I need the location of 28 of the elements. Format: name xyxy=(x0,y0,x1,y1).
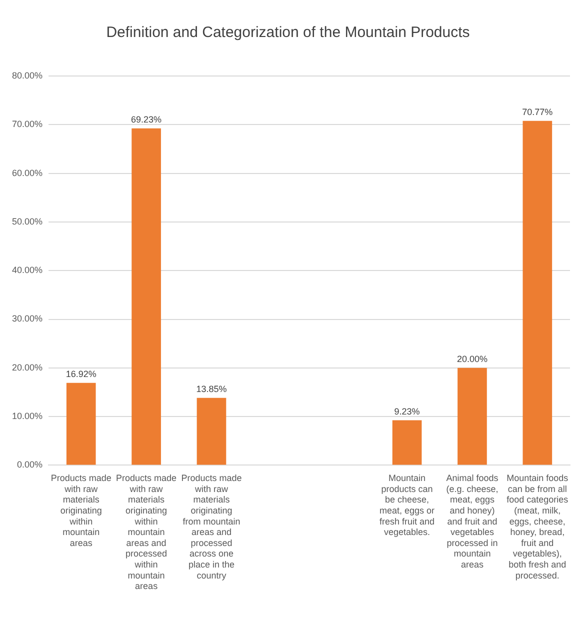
x-tick-label: Products made with raw materials originating within mountain areas xyxy=(50,473,112,548)
category-label: Products made with raw materials originating from mountain areas and processed across one place in the country xyxy=(181,473,242,580)
category-label: Animal foods (e.g. cheese, meat, eggs and honey) and fruit and vegetables processed in mountain areas xyxy=(446,473,498,570)
y-tick-label: 40.00% xyxy=(12,265,43,276)
data-label: 16.92% xyxy=(66,368,96,379)
category-label: Mountain foods can be from all food categories (meat, milk, eggs, cheese, honey, bread, fruit and vegetables), both fresh and processed. xyxy=(506,473,568,580)
y-tick-label: 0.00% xyxy=(16,460,43,470)
y-tick-label: 30.00% xyxy=(12,314,43,324)
data-label: 13.85% xyxy=(196,384,227,394)
bar xyxy=(132,128,161,465)
chart-title: Definition and Categorization of the Mountain Products xyxy=(106,24,470,42)
y-tick-label: 10.00% xyxy=(12,411,43,422)
y-tick-label: 80.00% xyxy=(12,70,43,80)
data-label: 70.77% xyxy=(522,106,553,117)
data-label: 69.23% xyxy=(131,114,162,124)
bar xyxy=(458,368,487,465)
bar xyxy=(66,382,96,465)
y-tick-label: 20.00% xyxy=(12,362,43,372)
bar xyxy=(196,398,226,465)
y-tick-label: 50.00% xyxy=(12,216,43,226)
category-label: Products made with raw materials originating within mountain areas and processed within mountain areas xyxy=(116,473,177,592)
data-label: 9.23% xyxy=(394,406,420,416)
bar xyxy=(392,420,422,465)
bar xyxy=(522,120,552,465)
x-tick-label: Mountain products can be cheese, meat, eggs or fresh fruit and vegetables. xyxy=(380,473,435,538)
y-tick-label: 70.00% xyxy=(12,119,43,130)
data-label: 20.00% xyxy=(456,354,488,364)
y-tick-label: 60.00% xyxy=(12,168,43,178)
